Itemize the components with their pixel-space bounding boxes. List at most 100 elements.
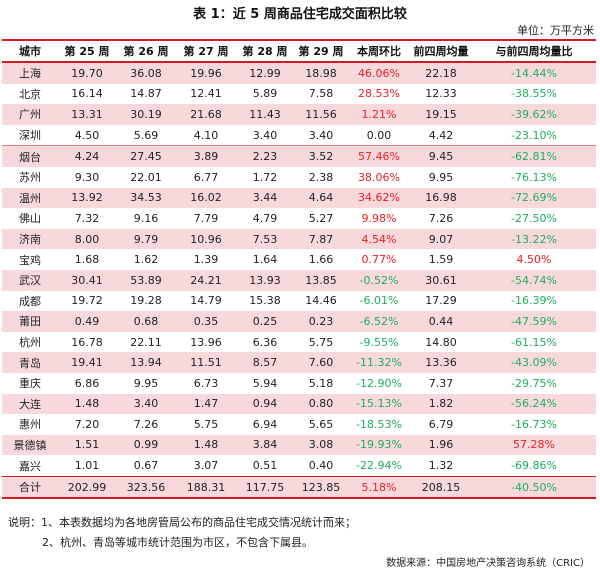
cell-w29: 7.60	[294, 352, 348, 373]
cell-w28: 12.99	[236, 62, 294, 84]
cell-city: 济南	[2, 228, 58, 250]
cell-avg4: 30.61	[410, 269, 472, 291]
cell-w29: 13.85	[294, 269, 348, 291]
cell-vs-avg: -23.10%	[511, 128, 557, 142]
table-row: 烟台 4.24 27.45 3.89 2.23 3.52 57.46% 9.45 -62.81%	[2, 145, 596, 167]
cell-w26: 13.94	[116, 352, 176, 373]
cell-w25: 7.32	[74, 211, 100, 225]
cell-wow: -22.94%	[356, 459, 402, 473]
cell-vs-avg: -69.86%	[511, 459, 557, 473]
cell-w25: 19.72	[71, 294, 103, 308]
header-w29: 第 29 周	[298, 45, 344, 58]
cell-vs-avg: -76.13%	[511, 170, 557, 184]
cell-vs-avg: -14.44%	[472, 62, 596, 84]
cell-vs-avg: 57.28%	[472, 434, 596, 456]
cell-wow: -0.52%	[348, 269, 410, 291]
cell-vs-avg: -29.75%	[511, 376, 557, 390]
cell-avg4: 9.95	[428, 170, 454, 184]
cell-w28: 5.89	[252, 87, 278, 101]
cell-w27: 14.79	[190, 294, 222, 308]
cell-wow: -18.53%	[356, 417, 402, 431]
cell-w25: 202.99	[58, 476, 116, 499]
cell-w28: 15.38	[249, 294, 281, 308]
cell-w29: 7.87	[294, 228, 348, 250]
cell-w26: 323.56	[116, 476, 176, 499]
cell-w29: 3.08	[294, 434, 348, 456]
cell-wow: -19.93%	[348, 434, 410, 456]
cell-w28: 0.51	[252, 459, 278, 473]
cell-w29: 14.46	[305, 294, 337, 308]
cell-city: 合计	[2, 476, 58, 499]
cell-w27: 188.31	[176, 476, 236, 499]
cell-city: 杭州	[19, 336, 41, 350]
cell-wow: -6.52%	[348, 311, 410, 332]
cell-w25: 19.70	[58, 62, 116, 84]
cell-w26: 34.53	[116, 187, 176, 209]
unit-label: 单位：万平方米	[517, 24, 594, 37]
cell-wow: 9.98%	[361, 211, 397, 225]
cell-w25: 1.01	[74, 459, 100, 473]
cell-city: 成都	[19, 294, 41, 308]
cell-city: 北京	[19, 87, 41, 101]
transaction-area-table: 城市 第 25 周 第 26 周 第 27 周 第 28 周 第 29 周 本周…	[2, 39, 596, 499]
cell-w25: 1.48	[58, 393, 116, 415]
cell-vs-avg: 4.50%	[516, 253, 552, 267]
cell-w27: 12.41	[190, 87, 222, 101]
cell-w25: 1.68	[74, 253, 100, 267]
cell-avg4: 12.33	[425, 87, 457, 101]
cell-w27: 10.96	[176, 228, 236, 250]
cell-wow: 0.77%	[361, 253, 397, 267]
cell-w29: 0.40	[308, 459, 334, 473]
cell-w28: 13.93	[236, 269, 294, 291]
cell-w27: 6.73	[193, 376, 219, 390]
cell-avg4: 14.80	[425, 335, 457, 349]
table-row: 成都 19.72 19.28 14.79 15.38 14.46 -6.01% 17.29 -1…	[2, 291, 596, 312]
cell-w29: 7.58	[308, 87, 334, 101]
cell-w29: 3.52	[294, 145, 348, 167]
cell-w26: 22.01	[130, 170, 162, 184]
cell-w29: 3.40	[308, 128, 334, 142]
cell-avg4: 7.26	[428, 211, 454, 225]
cell-wow: -9.55%	[359, 335, 399, 349]
cell-vs-avg: -16.73%	[511, 417, 557, 431]
cell-w26: 19.28	[130, 294, 162, 308]
table-title: 表 1：近 5 周商品住宅成交面积比较	[193, 7, 407, 22]
cell-vs-avg: -27.50%	[511, 211, 557, 225]
header-w26: 第 26 周	[123, 45, 169, 58]
cell-vs-avg: -39.62%	[472, 104, 596, 125]
cell-w28: 1.64	[252, 253, 278, 267]
cell-w26: 30.19	[116, 104, 176, 125]
cell-avg4: 16.98	[410, 187, 472, 209]
cell-w27: 11.51	[176, 352, 236, 373]
cell-city: 深圳	[19, 129, 41, 143]
header-row: 城市 第 25 周 第 26 周 第 27 周 第 28 周 第 29 周 本周…	[2, 40, 596, 62]
cell-w28: 3.44	[236, 187, 294, 209]
header-w28: 第 28 周	[242, 45, 288, 58]
cell-w26: 1.62	[133, 253, 159, 267]
cell-city: 温州	[2, 187, 58, 209]
cell-w25: 9.30	[74, 170, 100, 184]
table-row: 北京 16.14 14.87 12.41 5.89 7.58 28.53% 12.33 -38.…	[2, 84, 596, 105]
cell-vs-avg: -16.39%	[511, 294, 557, 308]
cell-vs-avg: -72.69%	[472, 187, 596, 209]
cell-avg4: 17.29	[425, 294, 457, 308]
table-row: 佛山 7.32 9.16 7.79 4.79 5.27 9.98% 7.26 -27.50%	[2, 208, 596, 229]
cell-w27: 16.02	[176, 187, 236, 209]
cell-wow: 34.62%	[348, 187, 410, 209]
cell-wow: 28.53%	[358, 87, 400, 101]
header-avg4: 前四周均量	[413, 45, 469, 58]
table-row: 嘉兴 1.01 0.67 3.07 0.51 0.40 -22.94% 1.32 -69.86%	[2, 455, 596, 476]
cell-w25: 13.31	[58, 104, 116, 125]
cell-w27: 3.89	[176, 145, 236, 167]
cell-w29: 123.85	[294, 476, 348, 499]
header-vs-avg: 与前四周均量比	[495, 45, 573, 58]
cell-avg4: 1.59	[428, 253, 454, 267]
cell-w29: 4.64	[294, 187, 348, 209]
table-row: 广州 13.31 30.19 21.68 11.43 11.56 1.21% 19.15 -39…	[2, 104, 596, 125]
cell-w26: 53.89	[116, 269, 176, 291]
cell-w26: 9.79	[116, 228, 176, 250]
table-row: 景德镇 1.51 0.99 1.48 3.84 3.08 -19.93% 1.96 57.28%	[2, 434, 596, 456]
cell-w27: 1.48	[176, 434, 236, 456]
cell-w28: 6.94	[252, 417, 278, 431]
cell-w25: 4.50	[74, 128, 100, 142]
